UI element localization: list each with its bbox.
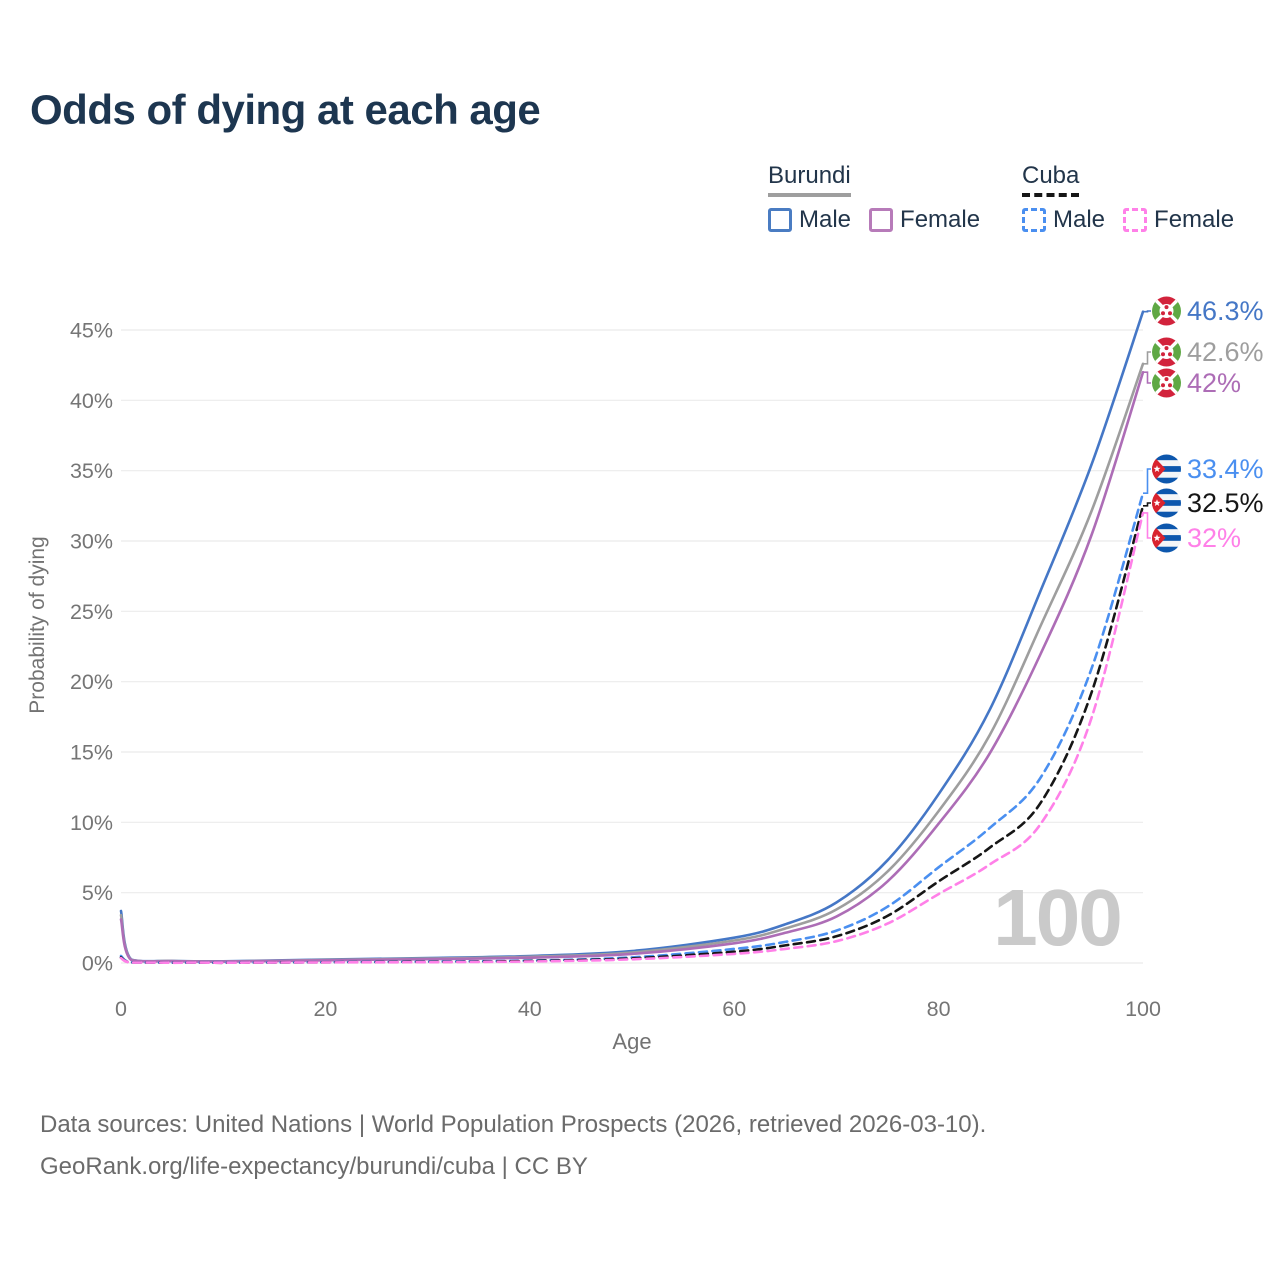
curve-cuba-male[interactable] xyxy=(119,491,1145,965)
end-label-connector xyxy=(1143,371,1151,384)
footer-attribution: GeoRank.org/life-expectancy/burundi/cuba… xyxy=(40,1153,588,1180)
end-label-cuba-both-sexes: 32.5% xyxy=(1187,488,1264,518)
curve-burundi-female[interactable] xyxy=(119,370,1145,963)
page-title: Odds of dying at each age xyxy=(30,86,541,133)
curve-cuba-both-sexes[interactable] xyxy=(119,504,1145,965)
footer: Data sources: United Nations | World Pop… xyxy=(40,1104,1240,1188)
y-tick-label: 25% xyxy=(70,600,113,624)
x-tick-label: 40 xyxy=(518,997,542,1021)
curve-burundi-both-sexes[interactable] xyxy=(119,362,1145,963)
y-tick-label: 0% xyxy=(82,952,113,976)
legend-label-cuba-female: Female xyxy=(1154,206,1235,233)
cuba-flag-icon xyxy=(1152,455,1181,484)
end-label-connector xyxy=(1143,310,1151,313)
end-label-connector xyxy=(1143,468,1151,494)
cuba-flag-icon xyxy=(1152,524,1181,553)
legend-checkbox-cuba-female[interactable] xyxy=(1123,208,1148,232)
x-tick-label: 60 xyxy=(722,997,746,1021)
y-tick-label: 40% xyxy=(70,389,113,413)
y-tick-label: 30% xyxy=(70,530,113,554)
x-tick-label: 0 xyxy=(115,997,127,1021)
cuba-flag-icon xyxy=(1152,489,1181,518)
legend-label-burundi-male: Male xyxy=(799,206,852,233)
burundi-flag-icon xyxy=(1152,297,1181,326)
legend-label-burundi-female: Female xyxy=(900,206,981,233)
y-tick-label: 35% xyxy=(70,459,113,483)
age-watermark: 100 xyxy=(993,873,1120,962)
y-tick-label: 5% xyxy=(82,881,113,905)
footer-data-sources: Data sources: United Nations | World Pop… xyxy=(40,1111,987,1138)
x-tick-label: 20 xyxy=(313,997,337,1021)
y-tick-label: 20% xyxy=(70,670,113,694)
y-tick-label: 15% xyxy=(70,741,113,765)
legend-label-cuba-male: Male xyxy=(1053,206,1106,233)
end-label-cuba-female: 32% xyxy=(1187,523,1241,553)
y-tick-label: 45% xyxy=(70,319,113,343)
burundi-flag-icon xyxy=(1152,338,1181,367)
legend-group-cuba: Cuba Male Female xyxy=(1022,162,1234,234)
y-tick-label: 10% xyxy=(70,811,113,835)
burundi-flag-icon xyxy=(1152,369,1181,398)
end-label-burundi-both-sexes: 42.6% xyxy=(1187,337,1264,367)
legend-item-cuba-female[interactable]: Female xyxy=(1123,206,1234,234)
end-label-connector xyxy=(1143,351,1151,365)
legend-cuba-header[interactable]: Cuba xyxy=(1022,162,1080,197)
legend-item-burundi-male[interactable]: Male xyxy=(768,206,851,234)
legend-checkbox-cuba-male[interactable] xyxy=(1022,208,1046,232)
end-label-burundi-female: 42% xyxy=(1187,368,1241,398)
end-label-connector xyxy=(1143,502,1151,507)
curve-cuba-female[interactable] xyxy=(119,511,1145,965)
legend-burundi-header[interactable]: Burundi xyxy=(768,162,851,197)
x-axis-title: Age xyxy=(612,1029,651,1054)
legend-item-burundi-female[interactable]: Female xyxy=(869,206,980,234)
y-axis-title: Probability of dying xyxy=(26,536,49,713)
end-label-connector xyxy=(1143,512,1151,539)
legend-group-burundi: Burundi Male Female xyxy=(768,162,980,234)
legend-item-cuba-male[interactable]: Male xyxy=(1022,206,1105,234)
x-tick-label: 100 xyxy=(1125,997,1161,1021)
x-tick-label: 80 xyxy=(927,997,951,1021)
legend-checkbox-burundi-male[interactable] xyxy=(768,208,792,232)
end-label-cuba-male: 33.4% xyxy=(1187,454,1264,484)
legend-checkbox-burundi-female[interactable] xyxy=(869,208,894,232)
end-label-burundi-male: 46.3% xyxy=(1187,296,1264,326)
